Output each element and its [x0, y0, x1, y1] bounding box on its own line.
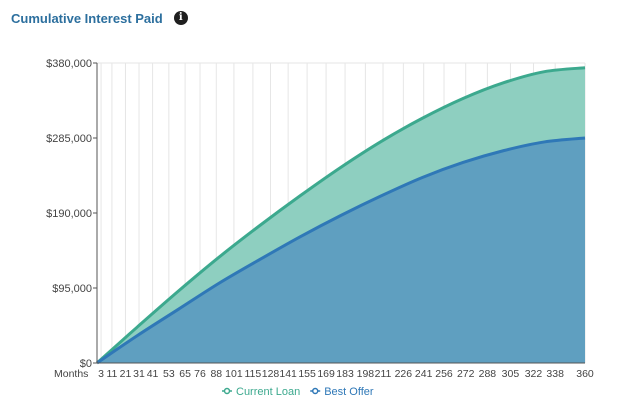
x-tick-label: 76: [194, 368, 206, 380]
legend-item-current-loan: Current Loan: [222, 386, 300, 398]
legend-label-best-offer: Best Offer: [324, 386, 374, 398]
x-tick-label: 11: [106, 368, 117, 380]
x-tick-label: 241: [415, 368, 433, 380]
x-tick-label: 183: [336, 368, 354, 380]
line-best-offer: [96, 136, 586, 365]
x-tick-label: 88: [210, 368, 222, 380]
legend: Current Loan Best Offer: [222, 386, 374, 398]
x-tick-label: 272: [457, 368, 475, 380]
x-tick-label: 360: [576, 368, 594, 380]
x-tick-label: 322: [525, 368, 543, 380]
x-tick-label: 53: [163, 368, 175, 380]
x-tick-label: 211: [375, 368, 392, 380]
chart-title: Cumulative Interest Paid: [11, 10, 163, 26]
x-tick-label: 288: [479, 368, 497, 380]
x-tick-labels: Months 3 11 21 31 41 53 65 76 88 101 115 128 141 155 16…: [54, 368, 594, 380]
x-tick-label: 198: [357, 368, 375, 380]
x-tick-label: 338: [546, 368, 564, 380]
x-tick-label: 115: [245, 368, 262, 380]
x-tick-label: 21: [120, 368, 132, 380]
info-icon[interactable]: i: [173, 11, 188, 25]
x-tick-label: 3: [98, 368, 104, 380]
y-tick-label: $0: [80, 358, 92, 370]
x-tick-label: 65: [179, 368, 191, 380]
axes: [93, 62, 585, 364]
y-tick-label: $95,000: [52, 283, 92, 295]
legend-marker-best-offer: [311, 387, 319, 395]
legend-marker-current-loan: [223, 387, 231, 395]
y-tick-label: $380,000: [46, 58, 92, 70]
x-axis-label: Months: [54, 368, 88, 380]
x-tick-label: 101: [225, 368, 243, 380]
x-tick-label: 155: [298, 368, 316, 380]
area-best-offer: [97, 138, 585, 363]
x-tick-label: 256: [435, 368, 453, 380]
x-tick-label: 41: [147, 368, 159, 380]
legend-label-current-loan: Current Loan: [236, 386, 300, 398]
legend-item-best-offer: Best Offer: [310, 386, 374, 398]
y-tick-label: $190,000: [46, 208, 92, 220]
chart-header: Cumulative Interest Paid i: [11, 8, 188, 28]
x-tick-label: 305: [502, 368, 520, 380]
line-current-loan: [96, 66, 586, 365]
x-tick-label: 128: [262, 368, 280, 380]
x-tick-label: 169: [317, 368, 335, 380]
x-tick-label: 31: [133, 368, 145, 380]
x-tick-label: 141: [279, 368, 297, 380]
x-tick-label: 226: [395, 368, 413, 380]
y-tick-label: $285,000: [46, 133, 92, 145]
series-lines: [96, 66, 586, 365]
y-tick-labels: $0 $95,000 $190,000 $285,000 $380,000: [46, 58, 92, 370]
